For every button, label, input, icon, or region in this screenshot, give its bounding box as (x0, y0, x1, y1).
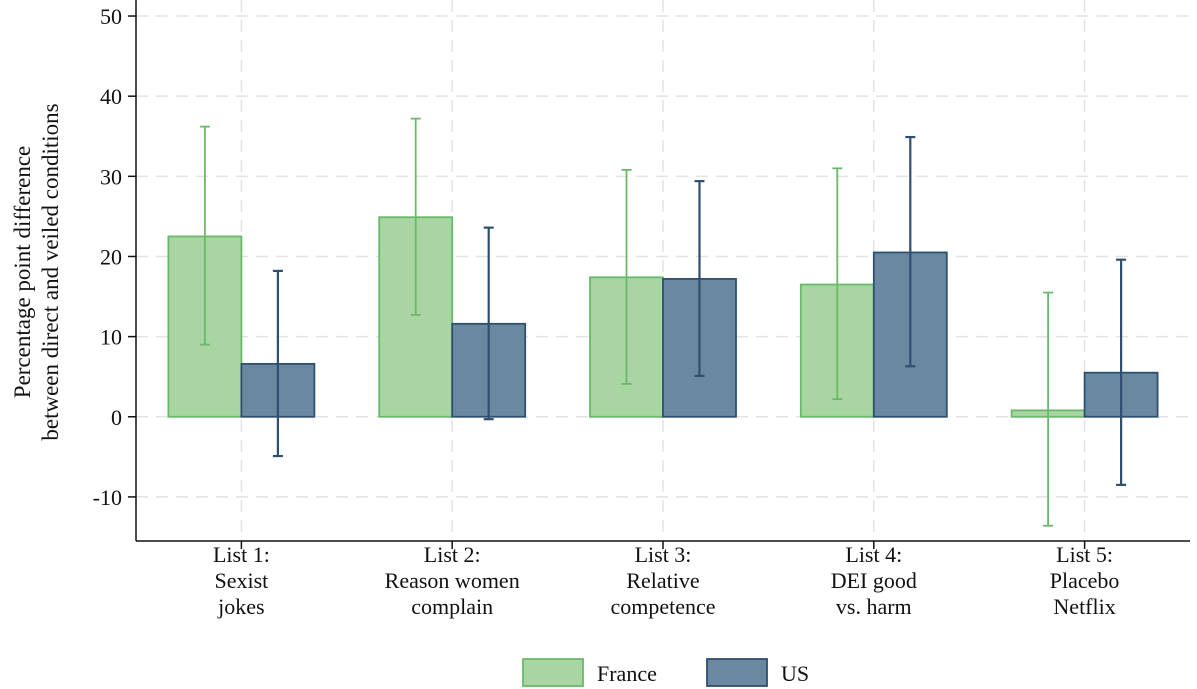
y-tick-label: 30 (100, 164, 122, 189)
x-tick-label: Reason women (385, 568, 520, 593)
legend-label-france: France (597, 661, 657, 686)
x-tick-label: vs. harm (836, 594, 912, 619)
y-tick-label: 50 (100, 4, 122, 29)
x-tick-label: Relative (626, 568, 699, 593)
x-tick-label: Placebo (1050, 568, 1120, 593)
error-bars (199, 117, 1127, 527)
x-tick-label: jokes (217, 594, 264, 619)
x-tick-label: List 4: (845, 542, 902, 567)
y-tick-label: 20 (100, 244, 122, 269)
x-tick-label: Netflix (1053, 594, 1115, 619)
y-tick-label: 10 (100, 325, 122, 350)
y-tick-label: -10 (93, 485, 122, 510)
axes (128, 0, 1190, 549)
x-tick-label: List 3: (635, 542, 692, 567)
x-tick-label: Sexist (215, 568, 269, 593)
y-tick-label: 0 (111, 405, 122, 430)
x-tick-label: List 2: (424, 542, 481, 567)
grid-lines (136, 0, 1190, 541)
x-tick-label: complain (411, 594, 493, 619)
y-tick-label: 40 (100, 84, 122, 109)
x-tick-label: List 1: (213, 542, 270, 567)
y-axis-title: Percentage point difference (10, 146, 35, 398)
legend: France US (522, 658, 809, 687)
y-axis-title: between direct and veiled conditions (38, 103, 63, 440)
x-tick-label: List 5: (1056, 542, 1113, 567)
legend-label-us: US (781, 661, 809, 686)
legend-swatch-us (706, 658, 768, 687)
legend-swatch-france (522, 658, 584, 687)
x-tick-label: DEI good (831, 568, 917, 593)
x-tick-label: competence (610, 594, 715, 619)
